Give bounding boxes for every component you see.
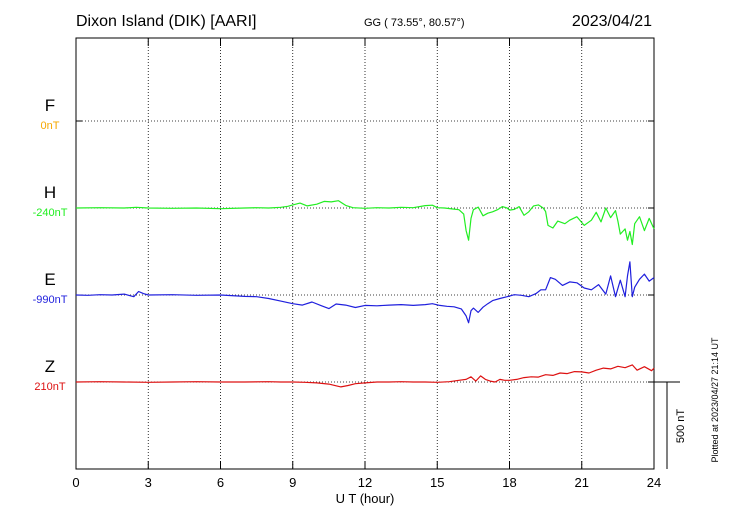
channel-labels: F 0nT H -240nT E -990nT Z 210nT [33,96,68,393]
x-tick-label: 12 [358,475,372,490]
scale-bar-label: 500 nT [675,409,687,444]
x-tick-label: 18 [502,475,516,490]
x-tick-label: 15 [430,475,444,490]
coordinates-label: GG ( 73.55°, 80.57°) [364,17,465,29]
x-tick-label: 6 [217,475,224,490]
date-label: 2023/04/21 [572,13,652,30]
grid-lines [76,38,654,469]
plotted-at-note: Plotted at 2023/04/27 21:14 UT [710,337,720,463]
channel-offset-f: 0nT [41,120,60,132]
x-axis-ticks: 0 3 6 9 12 15 18 21 24 [72,38,661,490]
x-tick-label: 24 [647,475,661,490]
x-tick-label: 0 [72,475,79,490]
channel-name-e: E [44,270,55,289]
channel-name-z: Z [45,357,55,376]
channel-offset-h: -240nT [33,207,68,219]
x-axis-label: U T (hour) [336,491,395,506]
x-tick-label: 3 [145,475,152,490]
series-line-z [75,364,655,388]
channel-name-f: F [45,96,55,115]
series-line-e [75,261,655,324]
channel-offset-z: 210nT [34,381,65,393]
x-tick-label: 21 [575,475,589,490]
channel-name-h: H [44,183,56,202]
x-tick-label: 9 [289,475,296,490]
series-lines [75,200,655,388]
channel-offset-e: -990nT [33,294,68,306]
station-title: Dixon Island (DIK) [AARI] [76,13,257,30]
series-line-h [75,200,655,246]
